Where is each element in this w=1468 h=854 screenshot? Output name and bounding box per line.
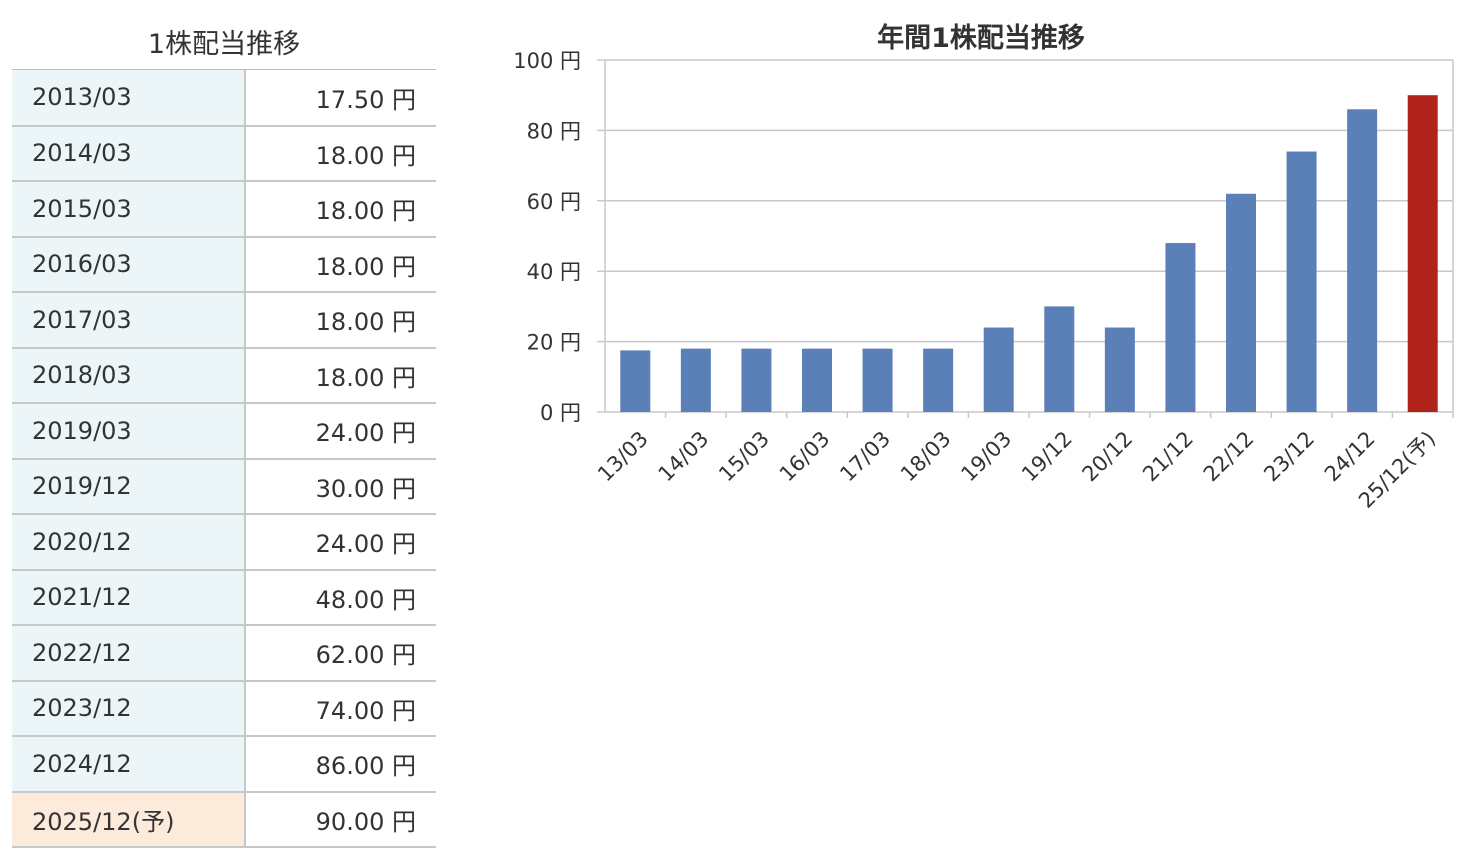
amount-cell: 18.00 円 — [245, 292, 436, 349]
x-tick-label: 14/03 — [654, 427, 714, 487]
bar — [862, 348, 893, 412]
table-row: 2014/03 18.00 円 — [12, 125, 436, 182]
y-tick-label: 80 円 — [527, 119, 581, 143]
x-tick-label: 16/03 — [775, 427, 835, 487]
x-tick-label: 23/12 — [1259, 427, 1319, 487]
period-cell: 2015/03 — [12, 181, 246, 238]
amount-cell: 86.00 円 — [245, 736, 436, 793]
period-cell: 2024/12 — [12, 736, 246, 793]
period-cell: 2019/12 — [12, 458, 246, 515]
x-tick-label: 17/03 — [835, 427, 895, 487]
table-row: 2021/12 48.00 円 — [12, 569, 436, 626]
x-tick-label: 19/03 — [956, 427, 1016, 487]
table-row: 2020/12 24.00 円 — [12, 514, 436, 571]
x-tick-label: 21/12 — [1138, 427, 1198, 487]
bar — [1044, 306, 1075, 412]
bar — [983, 327, 1014, 412]
amount-cell: 24.00 円 — [245, 514, 436, 571]
dividend-table: 2013/03 17.50 円 2014/03 18.00 円 2015/03 18.00… — [12, 70, 436, 848]
x-tick-label: 19/12 — [1017, 427, 1077, 487]
table-row: 2017/03 18.00 円 — [12, 292, 436, 349]
table-row: 2015/03 18.00 円 — [12, 181, 436, 238]
x-tick-label: 22/12 — [1199, 427, 1259, 487]
y-tick-label: 20 円 — [527, 331, 581, 355]
table-row: 2023/12 74.00 円 — [12, 680, 436, 737]
dividend-chart: 年間1株配当推移 0 円 20 円 40 円 60 円 80 円 100 円 13/03 1… — [500, 0, 1468, 520]
bar — [620, 350, 651, 412]
table-row: 2019/03 24.00 円 — [12, 403, 436, 460]
period-cell: 2023/12 — [12, 680, 246, 737]
x-tick-label: 18/03 — [896, 427, 956, 487]
table-row: 2013/03 17.50 円 — [12, 70, 436, 127]
amount-cell: 24.00 円 — [245, 403, 436, 460]
y-tick-label: 100 円 — [513, 49, 581, 73]
table-row: 2019/12 30.00 円 — [12, 458, 436, 515]
amount-cell: 30.00 円 — [245, 458, 436, 515]
x-tick-label: 24/12 — [1320, 427, 1380, 487]
bar — [1226, 193, 1256, 412]
amount-cell: 18.00 円 — [245, 125, 436, 182]
table-row: 2024/12 86.00 円 — [12, 736, 436, 793]
amount-cell: 74.00 円 — [245, 680, 436, 737]
table-row: 2025/12(予) 90.00 円 — [12, 791, 436, 848]
table-row: 2018/03 18.00 円 — [12, 347, 436, 404]
period-cell: 2025/12(予) — [12, 791, 246, 848]
bar — [1165, 243, 1196, 412]
period-cell: 2013/03 — [12, 70, 246, 127]
period-cell: 2016/03 — [12, 236, 246, 293]
chart-title: 年間1株配当推移 — [877, 22, 1085, 54]
amount-cell: 18.00 円 — [245, 347, 436, 404]
x-tick-label: 13/03 — [593, 427, 653, 487]
y-tick-label: 60 円 — [527, 190, 581, 214]
x-axis-ticks: 13/03 14/03 15/03 16/03 17/03 18/03 19/03 19/12… — [593, 412, 1454, 513]
dividend-table-section: 1株配当推移 2013/03 17.50 円 2014/03 18.00 円 2015/… — [12, 0, 436, 848]
bar — [1347, 109, 1378, 412]
amount-cell: 18.00 円 — [245, 236, 436, 293]
table-row: 2022/12 62.00 円 — [12, 625, 436, 682]
period-cell: 2018/03 — [12, 347, 246, 404]
table-row: 2016/03 18.00 円 — [12, 236, 436, 293]
bar — [802, 348, 832, 412]
bar — [923, 348, 954, 412]
period-cell: 2019/03 — [12, 403, 246, 460]
bar — [680, 348, 711, 412]
bar — [1104, 327, 1135, 412]
x-tick-label: 20/12 — [1078, 427, 1138, 487]
y-tick-label: 40 円 — [527, 260, 581, 284]
amount-cell: 17.50 円 — [245, 70, 436, 127]
forecast-bar — [1407, 95, 1438, 412]
amount-cell: 18.00 円 — [245, 181, 436, 238]
amount-cell: 62.00 円 — [245, 625, 436, 682]
bar — [741, 348, 772, 412]
period-cell: 2020/12 — [12, 514, 246, 571]
period-cell: 2014/03 — [12, 125, 246, 182]
bars — [620, 95, 1438, 412]
table-title: 1株配当推移 — [12, 0, 436, 70]
period-cell: 2022/12 — [12, 625, 246, 682]
amount-cell: 90.00 円 — [245, 791, 436, 848]
amount-cell: 48.00 円 — [245, 569, 436, 626]
y-tick-label: 0 円 — [540, 401, 581, 425]
period-cell: 2017/03 — [12, 292, 246, 349]
period-cell: 2021/12 — [12, 569, 246, 626]
x-tick-label: 15/03 — [714, 427, 774, 487]
bar — [1286, 151, 1317, 412]
